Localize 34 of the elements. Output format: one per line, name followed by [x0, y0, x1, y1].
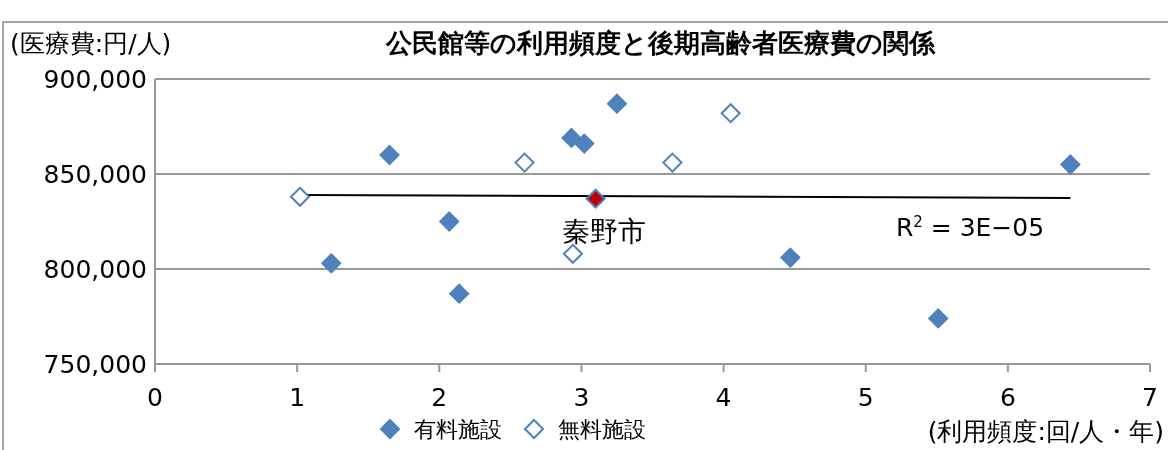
chart-title: 公民館等の利用頻度と後期高齢者医療費の関係 — [384, 28, 936, 58]
x-tick-label: 5 — [857, 383, 874, 412]
point — [379, 145, 400, 165]
x-tick-label: 6 — [999, 383, 1016, 412]
legend-label: 無料施設 — [558, 417, 646, 442]
legend-label: 有料施設 — [414, 417, 502, 442]
y-tick-label: 750,000 — [43, 350, 147, 379]
x-tick-label: 2 — [431, 383, 448, 412]
point — [1060, 154, 1081, 175]
point — [562, 243, 583, 264]
annotation: R$^{2}$ = 3E−05 — [895, 213, 1045, 242]
point — [780, 247, 801, 268]
x-tick-label: 3 — [573, 383, 590, 412]
point — [449, 283, 470, 304]
point — [928, 308, 949, 329]
x-axis-title: (利用頻度:回/人・年) — [927, 417, 1164, 446]
point — [662, 152, 683, 173]
point — [720, 103, 741, 124]
y-tick-label: 900,000 — [43, 65, 147, 94]
x-tick-label: 1 — [289, 383, 306, 412]
y-tick-label: 800,000 — [43, 255, 147, 284]
y-axis-title: (医療費:円/人) — [10, 29, 172, 58]
point — [321, 253, 342, 274]
point — [606, 93, 627, 114]
x-tick-label: 4 — [715, 383, 732, 412]
point — [574, 133, 595, 154]
point — [439, 211, 460, 232]
point — [561, 127, 582, 148]
point — [289, 186, 310, 207]
y-tick-label: 850,000 — [43, 160, 147, 189]
x-tick-label: 7 — [1142, 383, 1158, 412]
x-tick-label: 0 — [147, 383, 163, 412]
point — [514, 152, 535, 173]
annotation: 秦野市 — [561, 214, 646, 248]
